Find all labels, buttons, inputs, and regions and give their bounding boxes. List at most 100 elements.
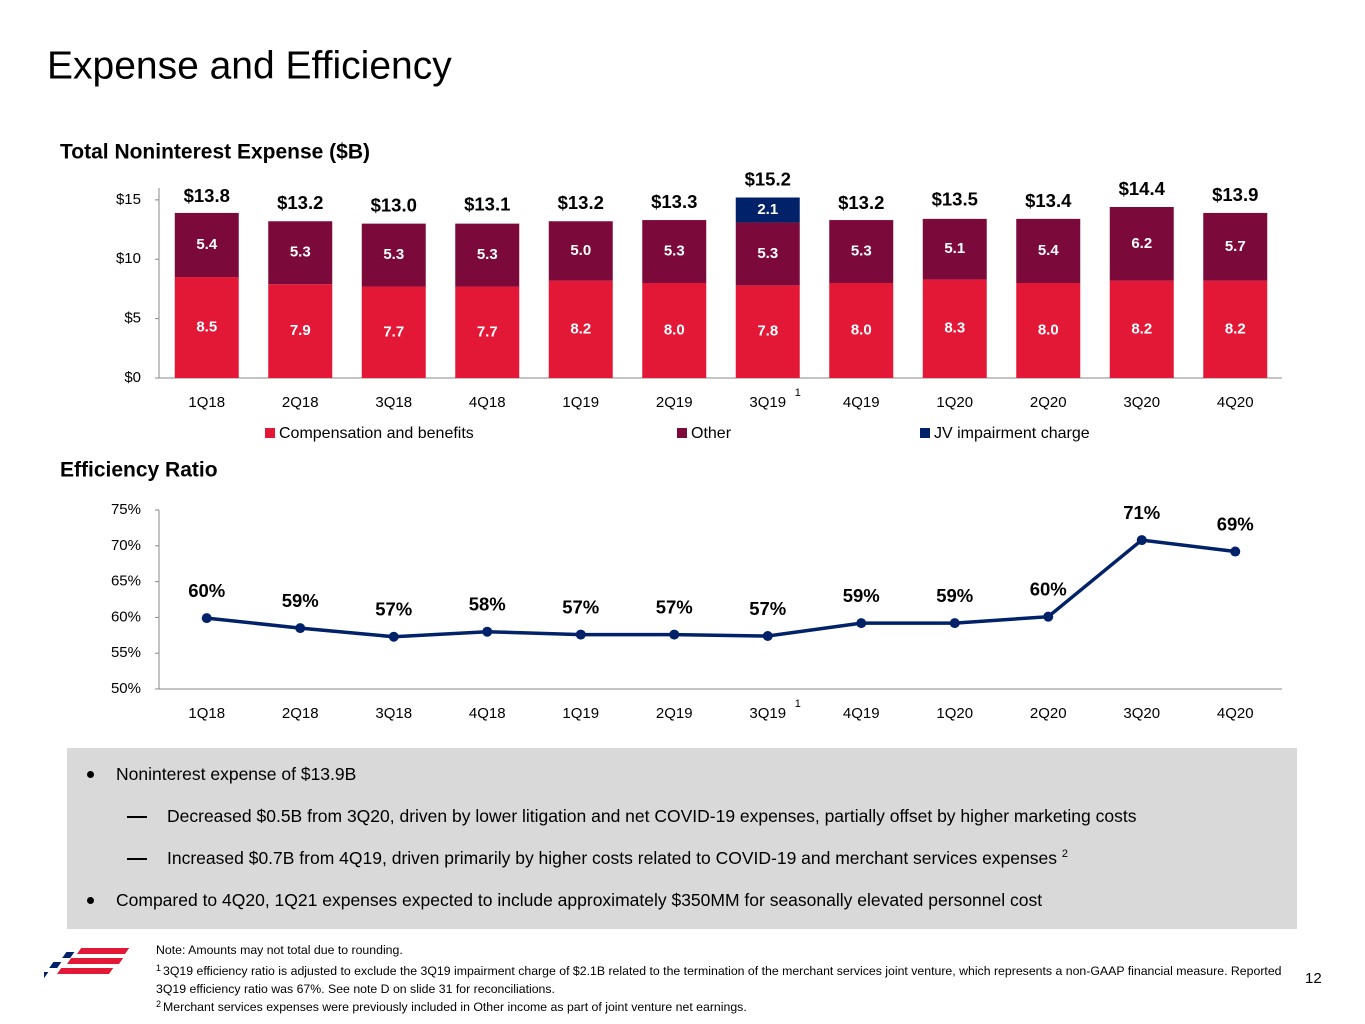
value-label: 59%	[936, 585, 973, 606]
value-label: 8.2	[1131, 320, 1152, 337]
value-label: 7.7	[477, 323, 498, 340]
value-label: 5.4	[1038, 242, 1060, 259]
point	[1230, 546, 1241, 557]
y-tick-label: $15	[116, 191, 141, 208]
superscript: 1	[156, 963, 162, 973]
footnote: Note: Amounts may not total due to round…	[156, 943, 403, 957]
x-tick-label: 2Q19	[656, 394, 693, 411]
bar-segment	[268, 221, 333, 285]
value-label: 7.9	[290, 322, 311, 339]
point	[856, 618, 867, 629]
superscript: 2	[1061, 848, 1068, 861]
x-tick-label: 2Q20	[1030, 394, 1067, 411]
bar-segment	[174, 212, 239, 278]
value-label: 2.1	[757, 201, 778, 218]
x-tick-label: 1Q20	[936, 705, 973, 722]
value-label: 5.3	[664, 243, 685, 260]
value-label: 8.0	[1038, 321, 1059, 338]
x-tick-label: 2Q20	[1030, 705, 1067, 722]
value-label: 59%	[843, 585, 880, 606]
y-tick-label: $0	[124, 369, 141, 386]
value-label: 57%	[749, 598, 786, 619]
value-label: 57%	[375, 599, 412, 620]
total-label: $13.8	[184, 185, 230, 206]
y-tick-label: 55%	[111, 644, 141, 661]
value-label: 8.2	[1225, 320, 1246, 337]
notes-box: Noninterest expense of $13.9B Decreased …	[67, 748, 1297, 929]
footnote: 1 3Q19 efficiency ratio is adjusted to ex…	[156, 959, 1286, 998]
bar-segment	[1203, 280, 1268, 378]
legend-label: JV impairment charge	[934, 425, 1090, 442]
value-label: 8.2	[570, 320, 591, 337]
superscript: 2	[156, 999, 162, 1009]
bar-segment	[642, 283, 707, 378]
category-note: 1	[795, 698, 801, 710]
bar-segment	[174, 277, 239, 378]
point	[1136, 535, 1147, 546]
legend-label: Compensation and benefits	[279, 425, 474, 442]
chart-title: Total Noninterest Expense ($B)	[60, 141, 370, 164]
dash	[127, 858, 147, 860]
sub-bullet-text: Increased $0.7B from 4Q19, driven primar…	[167, 848, 1057, 868]
bar-segment	[1109, 207, 1174, 281]
point	[669, 629, 680, 640]
bar-segment	[1016, 218, 1081, 283]
x-tick-label: 3Q20	[1123, 705, 1160, 722]
bar-segment	[1203, 212, 1268, 281]
legend-label: Other	[691, 425, 732, 442]
x-tick-label: 3Q18	[375, 394, 412, 411]
total-label: $13.1	[464, 193, 510, 214]
value-label: 5.7	[1225, 238, 1246, 255]
point	[295, 623, 306, 634]
sub-bullet: Increased $0.7B from 4Q19, driven primar…	[167, 848, 1068, 869]
x-tick-label: 4Q18	[469, 705, 506, 722]
total-label: $13.3	[651, 191, 697, 212]
x-tick-label: 3Q19	[749, 705, 786, 722]
x-tick-label: 3Q19	[749, 394, 786, 411]
bar-segment	[361, 286, 426, 378]
total-label: $13.2	[558, 192, 604, 213]
legend-swatch	[677, 428, 687, 438]
point	[575, 629, 586, 640]
y-tick-label: $10	[116, 250, 141, 267]
value-label: 60%	[188, 580, 225, 601]
x-tick-label: 4Q19	[843, 705, 880, 722]
page-number: 12	[1305, 970, 1322, 987]
x-tick-label: 2Q19	[656, 705, 693, 722]
value-label: 8.3	[944, 320, 965, 337]
x-tick-label: 4Q20	[1217, 705, 1254, 722]
legend-swatch	[920, 428, 930, 438]
point	[388, 631, 399, 642]
x-tick-label: 3Q20	[1123, 394, 1160, 411]
x-tick-label: 4Q18	[469, 394, 506, 411]
bar-segment	[922, 218, 987, 280]
x-tick-label: 1Q20	[936, 394, 973, 411]
logo	[44, 948, 130, 978]
chart-title: Efficiency Ratio	[60, 459, 218, 482]
bullet-text: Compared to 4Q20, 1Q21 expenses expected…	[116, 890, 1043, 910]
total-label: $13.2	[838, 192, 884, 213]
total-label: $13.0	[371, 195, 417, 216]
bullet	[87, 897, 94, 904]
x-tick-label: 1Q18	[188, 394, 225, 411]
bar-segment	[548, 280, 613, 378]
value-label: 5.3	[851, 243, 872, 260]
bar-segment	[735, 285, 800, 378]
value-label: 5.3	[383, 246, 404, 263]
x-tick-label: 1Q18	[188, 705, 225, 722]
total-label: $14.4	[1119, 178, 1166, 199]
value-label: 57%	[562, 596, 599, 617]
legend-swatch	[265, 428, 275, 438]
value-label: 8.5	[196, 319, 217, 336]
footnote: 2 Merchant services expenses were previou…	[156, 995, 1286, 1016]
y-tick-label: 70%	[111, 537, 141, 554]
value-label: 60%	[1030, 579, 1067, 600]
sub-bullet-text: Decreased $0.5B from 3Q20, driven by low…	[167, 806, 1137, 826]
dash	[127, 816, 147, 818]
value-label: 69%	[1217, 513, 1254, 534]
value-label: 5.3	[757, 245, 778, 262]
value-label: 5.1	[944, 240, 965, 257]
point	[201, 613, 212, 624]
x-tick-label: 3Q18	[375, 705, 412, 722]
